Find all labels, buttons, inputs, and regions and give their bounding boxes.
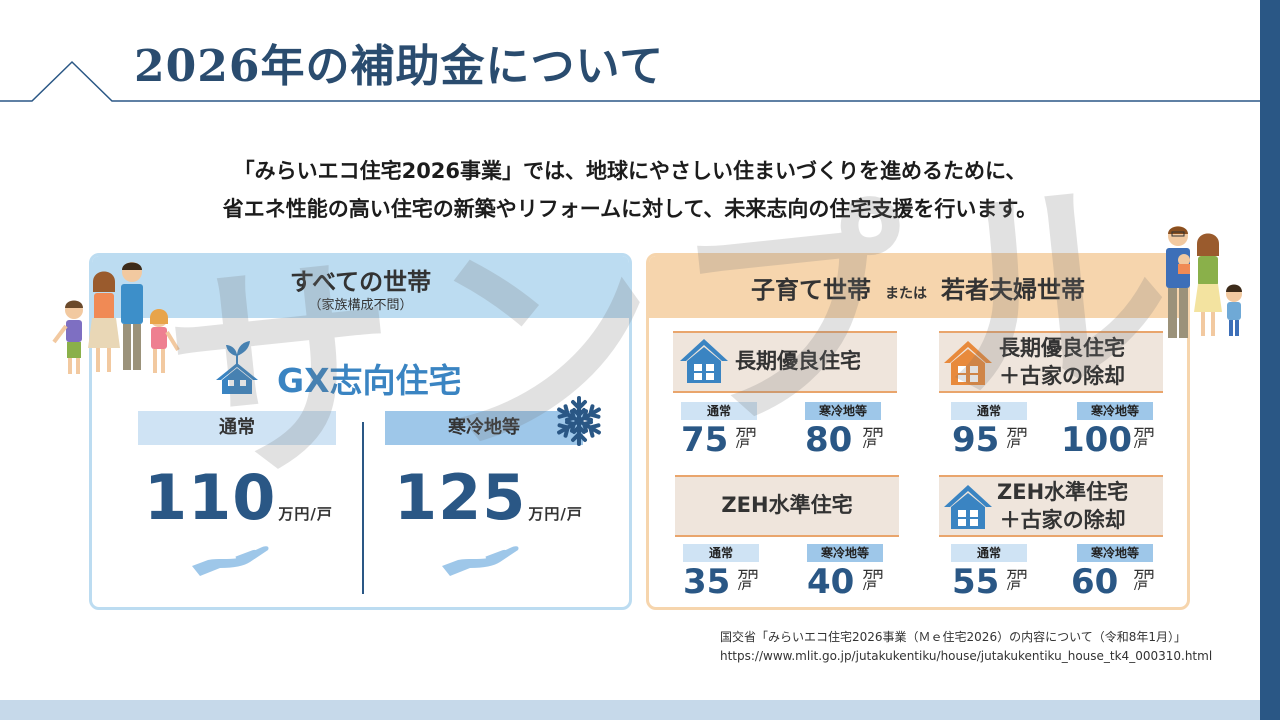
unit-top: 万円 xyxy=(1007,428,1027,439)
house-icon xyxy=(680,339,728,383)
cold-amount: 125 万円/戸 xyxy=(394,461,583,534)
normal-amount: 35 xyxy=(683,562,731,602)
card-header xyxy=(649,256,1187,318)
normal-amount-value: 110 xyxy=(144,461,277,534)
bottom-band xyxy=(0,700,1260,720)
unit-top: 万円 xyxy=(863,428,883,439)
normal-amount: 75 xyxy=(681,420,729,460)
hand-icon xyxy=(442,546,519,576)
cold-amount: 40 xyxy=(807,562,855,602)
card-title: 子育て世帯 または 若者夫婦世帯 xyxy=(649,270,1187,305)
cold-amount: 100 xyxy=(1061,420,1132,460)
title-line-2: ＋古家の除却 xyxy=(999,364,1125,388)
unit-bottom: /戸 xyxy=(1007,439,1021,450)
source-url: https://www.mlit.go.jp/jutakukentiku/hou… xyxy=(720,649,1213,663)
right-accent-bar xyxy=(1260,0,1280,720)
title-or: または xyxy=(885,286,927,302)
unit-top: 万円 xyxy=(1007,570,1027,581)
normal-tag: 通常 xyxy=(951,402,1027,420)
subsidy-item-title: 長期優良住宅 ＋古家の除却 xyxy=(999,334,1125,390)
unit-top: 万円 xyxy=(1134,428,1154,439)
title-child-households: 子育て世帯 xyxy=(751,276,871,304)
subsidy-item: ZEH水準住宅 通常 寒冷地等 35 万円/戸 40 万円/戸 xyxy=(675,475,899,605)
normal-amount: 110 万円/戸 xyxy=(144,461,333,534)
title-underline xyxy=(0,60,1260,102)
page-title: 2026年の補助金について xyxy=(134,41,665,92)
normal-amount: 55 xyxy=(952,562,1000,602)
house-icon xyxy=(944,341,992,385)
subsidy-item-title: ZEH水準住宅 ＋古家の除却 xyxy=(997,478,1128,534)
lead-text: 「みらいエコ住宅2026事業」では、地球にやさしい住まいづくりを進めるために、 … xyxy=(60,152,1200,228)
unit-bottom: /戸 xyxy=(863,439,877,450)
subsidy-item: 長期優良住宅 通常 寒冷地等 75 万円/戸 80 万円/戸 xyxy=(673,331,897,471)
unit-bottom: /戸 xyxy=(738,581,752,592)
gx-program-title: GX志向住宅 xyxy=(277,361,462,400)
young-households-card: 子育て世帯 または 若者夫婦世帯 長期優良住宅 通常 寒冷地等 75 万円/戸 80… xyxy=(646,253,1190,610)
title-young-couples: 若者夫婦世帯 xyxy=(941,276,1085,304)
unit-bottom: /戸 xyxy=(736,439,750,450)
lead-line-2: 省エネ性能の高い住宅の新築やリフォームに対して、未来志向の住宅支援を行います。 xyxy=(222,197,1038,221)
unit-top: 万円 xyxy=(736,428,756,439)
subsidy-item-header xyxy=(675,475,899,537)
normal-amount: 95 xyxy=(952,420,1000,460)
lead-line-1: 「みらいエコ住宅2026事業」では、地球にやさしい住まいづくりを進めるために、 xyxy=(233,159,1027,183)
amount-unit: 万円/戸 xyxy=(1134,570,1154,592)
normal-tag: 通常 xyxy=(683,544,759,562)
subsidy-item: 長期優良住宅 ＋古家の除却 通常 寒冷地等 95 万円/戸 100 万円/戸 xyxy=(939,331,1163,471)
unit-bottom: /戸 xyxy=(1134,581,1148,592)
card-title: すべての世帯 xyxy=(289,268,432,296)
amount-unit: 万円/戸 xyxy=(1007,570,1027,592)
unit-top: 万円 xyxy=(738,570,758,581)
normal-tag: 通常 xyxy=(951,544,1027,562)
cold-amount: 60 xyxy=(1071,562,1119,602)
amount-unit: 万円/戸 xyxy=(863,428,883,450)
source-citation: 国交省「みらいエコ住宅2026事業（Ｍｅ住宅2026）の内容について（令和8年1… xyxy=(720,628,1212,666)
all-households-card: すべての世帯 （家族構成不問） GX志向住宅 通常 寒冷地等 110 万円/戸 1… xyxy=(89,253,632,610)
title-line-1: 長期優良住宅 xyxy=(999,336,1125,360)
source-line-1: 国交省「みらいエコ住宅2026事業（Ｍｅ住宅2026）の内容について（令和8年1… xyxy=(720,630,1186,644)
normal-label: 通常 xyxy=(138,411,336,445)
cold-tag: 寒冷地等 xyxy=(807,544,883,562)
card-subtitle: （家族構成不問） xyxy=(308,298,413,313)
normal-tag: 通常 xyxy=(681,402,757,420)
amount-unit: 万円/戸 xyxy=(1007,428,1027,450)
title-line-1: ZEH水準住宅 xyxy=(997,480,1129,504)
amount-unit: 万円/戸 xyxy=(863,570,883,592)
vertical-divider xyxy=(362,422,364,594)
house-leaf-icon xyxy=(216,341,258,394)
unit-bottom: /戸 xyxy=(1134,439,1148,450)
cold-tag: 寒冷地等 xyxy=(1077,544,1153,562)
snowflake-icon xyxy=(557,396,601,446)
title-line-2: ＋古家の除却 xyxy=(999,508,1126,532)
house-icon xyxy=(944,485,992,529)
subsidy-item-title: 長期優良住宅 xyxy=(735,349,861,373)
amount-unit: 万円/戸 xyxy=(738,570,758,592)
amount-unit: 万円/戸 xyxy=(528,505,583,523)
unit-bottom: /戸 xyxy=(863,581,877,592)
family-illustration xyxy=(1166,226,1242,338)
card-header xyxy=(92,256,629,318)
unit-top: 万円 xyxy=(863,570,883,581)
cold-amount-value: 125 xyxy=(394,461,527,534)
unit-top: 万円 xyxy=(1134,570,1154,581)
subsidy-item-title: ZEH水準住宅 xyxy=(721,493,853,517)
subsidy-item: ZEH水準住宅 ＋古家の除却 通常 寒冷地等 55 万円/戸 60 万円/戸 xyxy=(939,475,1163,605)
amount-unit: 万円/戸 xyxy=(736,428,756,450)
cold-tag: 寒冷地等 xyxy=(805,402,881,420)
unit-bottom: /戸 xyxy=(1007,581,1021,592)
cold-label: 寒冷地等 xyxy=(385,411,583,445)
amount-unit: 万円/戸 xyxy=(278,505,333,523)
cold-tag: 寒冷地等 xyxy=(1077,402,1153,420)
amount-unit: 万円/戸 xyxy=(1134,428,1154,450)
cold-amount: 80 xyxy=(805,420,853,460)
family-illustration xyxy=(52,262,180,374)
hand-icon xyxy=(192,546,269,576)
